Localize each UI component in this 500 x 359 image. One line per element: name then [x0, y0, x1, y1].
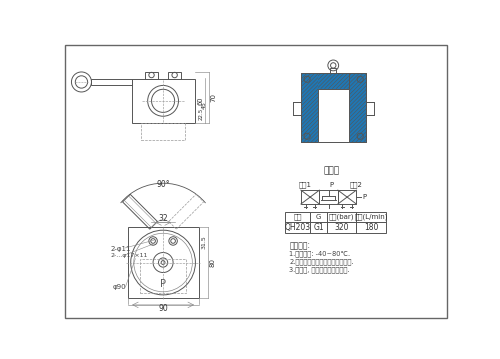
- Text: 180: 180: [364, 223, 378, 232]
- Bar: [128, 227, 198, 298]
- Text: QH203: QH203: [284, 223, 310, 232]
- Text: 技术要求:: 技术要求:: [290, 241, 310, 250]
- Text: 2-...φ17×11: 2-...φ17×11: [110, 253, 148, 258]
- Bar: [310, 212, 327, 223]
- Text: 90°: 90°: [156, 180, 170, 189]
- Text: 温口2: 温口2: [350, 181, 363, 188]
- Text: P: P: [160, 279, 166, 289]
- Bar: [327, 212, 356, 223]
- Bar: [301, 73, 318, 143]
- Bar: [356, 223, 386, 233]
- Text: 原理图: 原理图: [324, 167, 340, 176]
- Text: φ90: φ90: [112, 284, 126, 290]
- Bar: [327, 223, 356, 233]
- Text: 31.5: 31.5: [202, 236, 206, 250]
- Text: 流量(L/min): 流量(L/min): [354, 214, 388, 220]
- Bar: [338, 190, 356, 204]
- Text: 90: 90: [158, 304, 168, 313]
- Text: G1: G1: [314, 223, 324, 232]
- Text: 3.请注意, 压力请勿超过额定值.: 3.请注意, 压力请勿超过额定值.: [290, 266, 350, 273]
- Bar: [132, 79, 194, 123]
- Text: 45: 45: [202, 101, 207, 109]
- Bar: [146, 71, 158, 79]
- Text: 温口1: 温口1: [298, 181, 312, 188]
- Bar: [301, 73, 318, 143]
- Bar: [301, 190, 320, 204]
- Bar: [350, 73, 366, 143]
- Text: P: P: [330, 182, 334, 188]
- Bar: [350, 73, 366, 143]
- Bar: [141, 123, 186, 140]
- Bar: [301, 73, 366, 143]
- Text: 70: 70: [211, 93, 217, 102]
- Bar: [92, 79, 132, 85]
- Bar: [168, 71, 181, 79]
- Text: 60: 60: [198, 97, 204, 105]
- Text: 压力(bar): 压力(bar): [329, 214, 354, 220]
- Bar: [320, 190, 338, 204]
- Bar: [330, 69, 336, 73]
- Text: G: G: [316, 214, 322, 220]
- Text: 2.请根据具体工作工况选择液压油.: 2.请根据具体工作工况选择液压油.: [290, 258, 354, 265]
- Bar: [318, 73, 350, 89]
- Bar: [310, 223, 327, 233]
- Bar: [318, 89, 350, 143]
- Text: 2-φ11: 2-φ11: [110, 246, 131, 252]
- Text: 1.工作温度: -40~80℃.: 1.工作温度: -40~80℃.: [290, 251, 350, 257]
- Text: 80: 80: [210, 258, 216, 267]
- Text: 320: 320: [334, 223, 349, 232]
- Text: 22.5: 22.5: [198, 108, 203, 120]
- Bar: [293, 102, 301, 116]
- Bar: [366, 102, 374, 116]
- Text: P: P: [362, 194, 366, 200]
- Text: 型号: 型号: [293, 214, 302, 220]
- Bar: [140, 260, 186, 293]
- Bar: [284, 223, 310, 233]
- Bar: [356, 212, 386, 223]
- Bar: [284, 212, 310, 223]
- Text: 32: 32: [158, 214, 168, 223]
- Bar: [318, 73, 350, 89]
